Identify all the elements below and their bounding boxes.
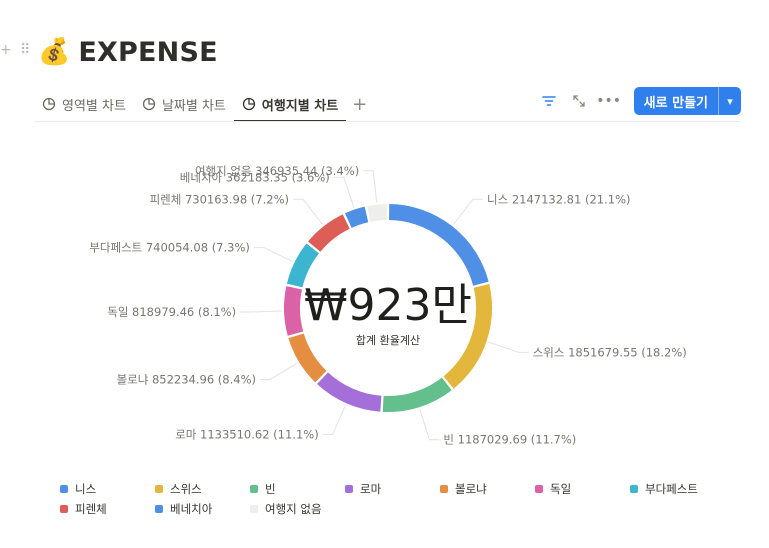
legend-item-0[interactable]: 니스 xyxy=(60,482,155,496)
donut-slice-3[interactable] xyxy=(317,372,382,412)
legend-item-5[interactable]: 독일 xyxy=(535,482,630,496)
data-label-1: 스위스 1851679.55 (18.2%) xyxy=(533,345,687,359)
filter-icon[interactable] xyxy=(540,92,558,110)
donut-slice-2[interactable] xyxy=(382,377,452,412)
data-label-5: 독일 818979.46 (8.1%) xyxy=(107,305,236,319)
center-caption: 합계 환율계산 xyxy=(356,334,420,347)
donut-slice-1[interactable] xyxy=(443,284,492,389)
pie-chart-icon xyxy=(142,97,156,111)
donut-slice-6[interactable] xyxy=(286,243,320,288)
data-label-6: 부다페스트 740054.08 (7.3%) xyxy=(89,241,250,255)
legend-label: 로마 xyxy=(360,482,382,496)
leader-line-7 xyxy=(293,198,324,225)
donut-slice-7[interactable] xyxy=(308,214,350,252)
legend-label: 피렌체 xyxy=(75,502,107,516)
data-label-8: 베네치아 362183.35 (3.6%) xyxy=(180,170,330,184)
leader-line-5 xyxy=(240,310,283,313)
view-toolbar: ••• 새로 만들기 ▾ xyxy=(540,87,741,115)
legend-label: 부다페스트 xyxy=(645,482,698,496)
donut-slice-4[interactable] xyxy=(288,333,327,383)
tab-label: 여행지별 차트 xyxy=(261,98,339,114)
tab-label: 날짜별 차트 xyxy=(161,98,226,114)
legend-swatch xyxy=(440,485,448,493)
tab-divider xyxy=(34,121,741,122)
legend-label: 베네치아 xyxy=(170,502,213,516)
view-tabs: 영역별 차트 날짜별 차트 여행지별 차트 + xyxy=(34,87,373,122)
legend-label: 독일 xyxy=(550,482,572,496)
donut-slice-5[interactable] xyxy=(284,286,304,336)
block-drag-handles[interactable]: + ⠿ xyxy=(0,42,33,58)
expand-icon[interactable] xyxy=(570,92,588,110)
legend-item-3[interactable]: 로마 xyxy=(345,482,440,496)
leader-line-3 xyxy=(322,404,346,435)
leader-line-0 xyxy=(452,198,483,225)
legend-item-8[interactable]: 베네치아 xyxy=(155,502,250,516)
legend-swatch xyxy=(250,505,258,513)
data-label-9: 여행지 없음 346935.44 (3.4%) xyxy=(195,164,359,178)
legend-item-2[interactable]: 빈 xyxy=(250,482,345,496)
legend-label: 볼로냐 xyxy=(455,482,487,496)
leader-line-1 xyxy=(488,341,529,353)
data-label-4: 볼로냐 852234.96 (8.4%) xyxy=(117,373,256,387)
add-view-button[interactable]: + xyxy=(352,93,368,115)
legend-swatch xyxy=(155,485,163,493)
legend-item-9[interactable]: 여행지 없음 xyxy=(250,502,345,516)
legend-swatch xyxy=(250,485,258,493)
donut-slice-9[interactable] xyxy=(367,204,388,222)
legend-label: 여행지 없음 xyxy=(265,502,322,516)
tab-label: 영역별 차트 xyxy=(62,98,126,114)
legend-swatch xyxy=(60,485,68,493)
legend-label: 스위스 xyxy=(170,482,202,496)
button-separator xyxy=(718,87,719,115)
leader-line-6 xyxy=(253,247,293,263)
leader-line-8 xyxy=(333,176,355,208)
page-title-text: EXPENSE xyxy=(78,36,218,68)
page-title: 💰 EXPENSE xyxy=(38,34,218,70)
new-button-label: 새로 만들기 xyxy=(643,95,708,111)
donut-slice-0[interactable] xyxy=(388,204,489,286)
legend-swatch xyxy=(535,485,543,493)
legend-item-6[interactable]: 부다페스트 xyxy=(630,482,725,496)
data-label-3: 로마 1133510.62 (11.1%) xyxy=(175,427,318,441)
chevron-down-icon[interactable]: ▾ xyxy=(727,94,733,108)
tab-area-chart[interactable]: 영역별 차트 xyxy=(34,87,134,121)
legend-item-7[interactable]: 피렌체 xyxy=(60,502,155,516)
leader-line-2 xyxy=(419,408,440,441)
pie-chart-icon xyxy=(42,97,56,111)
new-button[interactable]: 새로 만들기 ▾ xyxy=(633,87,741,115)
legend-swatch xyxy=(630,485,638,493)
legend-label: 니스 xyxy=(75,482,97,496)
legend-swatch xyxy=(345,485,353,493)
leader-line-4 xyxy=(260,362,298,380)
tab-date-chart[interactable]: 날짜별 차트 xyxy=(134,87,234,121)
money-bag-icon: 💰 xyxy=(38,37,71,67)
legend-swatch xyxy=(60,505,68,513)
data-label-0: 니스 2147132.81 (21.1%) xyxy=(487,192,630,206)
legend-item-4[interactable]: 볼로냐 xyxy=(440,482,535,496)
leader-line-9 xyxy=(363,170,378,203)
legend-swatch xyxy=(155,505,163,513)
legend-item-1[interactable]: 스위스 xyxy=(155,482,250,496)
data-label-7: 피렌체 730163.98 (7.2%) xyxy=(150,192,289,206)
pie-chart-icon xyxy=(242,97,256,111)
center-total-value: ₩923만 xyxy=(304,280,472,331)
legend-label: 빈 xyxy=(265,482,276,496)
more-options-icon[interactable]: ••• xyxy=(596,93,622,109)
donut-slice-8[interactable] xyxy=(345,206,369,228)
data-label-2: 빈 1187029.69 (11.7%) xyxy=(443,433,576,447)
